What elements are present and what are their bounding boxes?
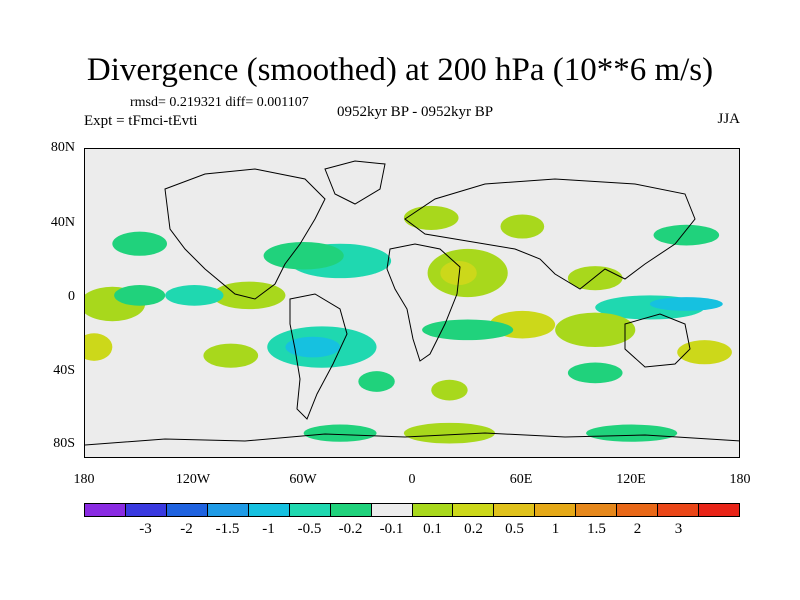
season-label: JJA [717,111,740,127]
colorbar-swatch-4 [248,504,290,516]
lon-label-120e: 120E [616,472,646,487]
divergence-region-21 [203,343,259,368]
divergence-region-10 [112,231,167,256]
divergence-region-16 [567,266,623,291]
divergence-region-12 [649,297,723,311]
coastline-layer [85,160,739,446]
colorbar [84,503,740,517]
colorbar-swatch-10 [494,504,536,516]
colorbar-swatch-12 [576,504,618,516]
colorbar-swatch-5 [289,504,331,516]
colorbar-label-8: 0.2 [464,521,483,537]
lon-label-120w: 120W [175,472,211,487]
lat-label-40n: 40N [50,215,75,230]
divergence-field-layer [85,205,732,444]
colorbar-swatch-0 [85,504,126,516]
coastline-greenland [324,160,386,205]
divergence-region-6 [212,281,286,310]
coastline-south-america [289,293,348,420]
colorbar-label-10: 1 [551,521,560,537]
divergence-region-28 [303,424,377,442]
lat-label-80n: 80N [50,140,75,155]
lat-label-equator: 0 [68,289,75,304]
divergence-region-8 [114,285,166,306]
lon-label-60w: 60W [289,472,317,487]
colorbar-label-3: -1 [262,521,275,537]
colorbar-swatch-9 [453,504,495,516]
colorbar-swatch-3 [207,504,249,516]
coastline-eurasia [404,178,696,290]
colorbar-label-6: -0.1 [379,521,404,537]
lon-label-0: 0 [408,472,416,487]
period-label: 0952kyr BP - 0952kyr BP [336,104,494,120]
divergence-region-1 [440,260,477,286]
colorbar-swatch-1 [125,504,167,516]
coastline-north-america [164,168,326,300]
coastline-australia [624,313,691,368]
divergence-region-22 [677,340,732,365]
colorbar-swatch-8 [412,504,454,516]
colorbar-label-5: -0.2 [338,521,363,537]
divergence-region-9 [165,285,224,306]
divergence-region-27 [586,424,678,442]
colorbar-label-0: -3 [139,521,152,537]
colorbar-label-1: -2 [180,521,193,537]
divergence-region-15 [422,319,514,341]
colorbar-swatch-7 [371,504,413,516]
colorbar-label-2: -1.5 [215,521,240,537]
colorbar-label-12: 2 [633,521,642,537]
stats-label: rmsd= 0.219321 diff= 0.001107 [130,95,309,110]
colorbar-swatch-11 [535,504,577,516]
colorbar-label-11: 1.5 [587,521,606,537]
divergence-region-19 [653,224,720,246]
colorbar-label-13: 3 [674,521,683,537]
coastline-antarctica [85,432,739,446]
divergence-region-23 [358,371,395,392]
lon-label-180e: 180 [729,472,751,487]
lon-label-60e: 60E [509,472,533,487]
colorbar-swatch-6 [330,504,372,516]
colorbar-label-9: 0.5 [505,521,524,537]
lat-label-40s: 40S [53,363,75,378]
coastline-africa [386,243,461,362]
lat-label-80s: 80S [53,436,75,451]
colorbar-swatch-13 [617,504,659,516]
lon-label-180w: 180 [73,472,95,487]
divergence-region-24 [431,379,468,401]
colorbar-label-7: 0.1 [423,521,442,537]
divergence-region-20 [85,333,113,361]
divergence-region-17 [500,214,545,239]
divergence-region-13 [555,312,636,348]
colorbar-label-4: -0.5 [297,521,322,537]
divergence-region-25 [567,362,623,384]
divergence-region-3 [263,242,344,270]
map-title: Divergence (smoothed) at 200 hPa (10**6 … [86,52,714,88]
divergence-region-26 [403,422,496,444]
map-panel [84,148,740,458]
divergence-region-5 [285,336,341,358]
divergence-map [85,160,739,446]
experiment-label: Expt = tFmci-tEvti [84,113,198,129]
divergence-region-18 [403,205,459,230]
colorbar-swatch-15 [699,504,739,516]
colorbar-swatch-14 [658,504,700,516]
colorbar-swatch-2 [166,504,208,516]
